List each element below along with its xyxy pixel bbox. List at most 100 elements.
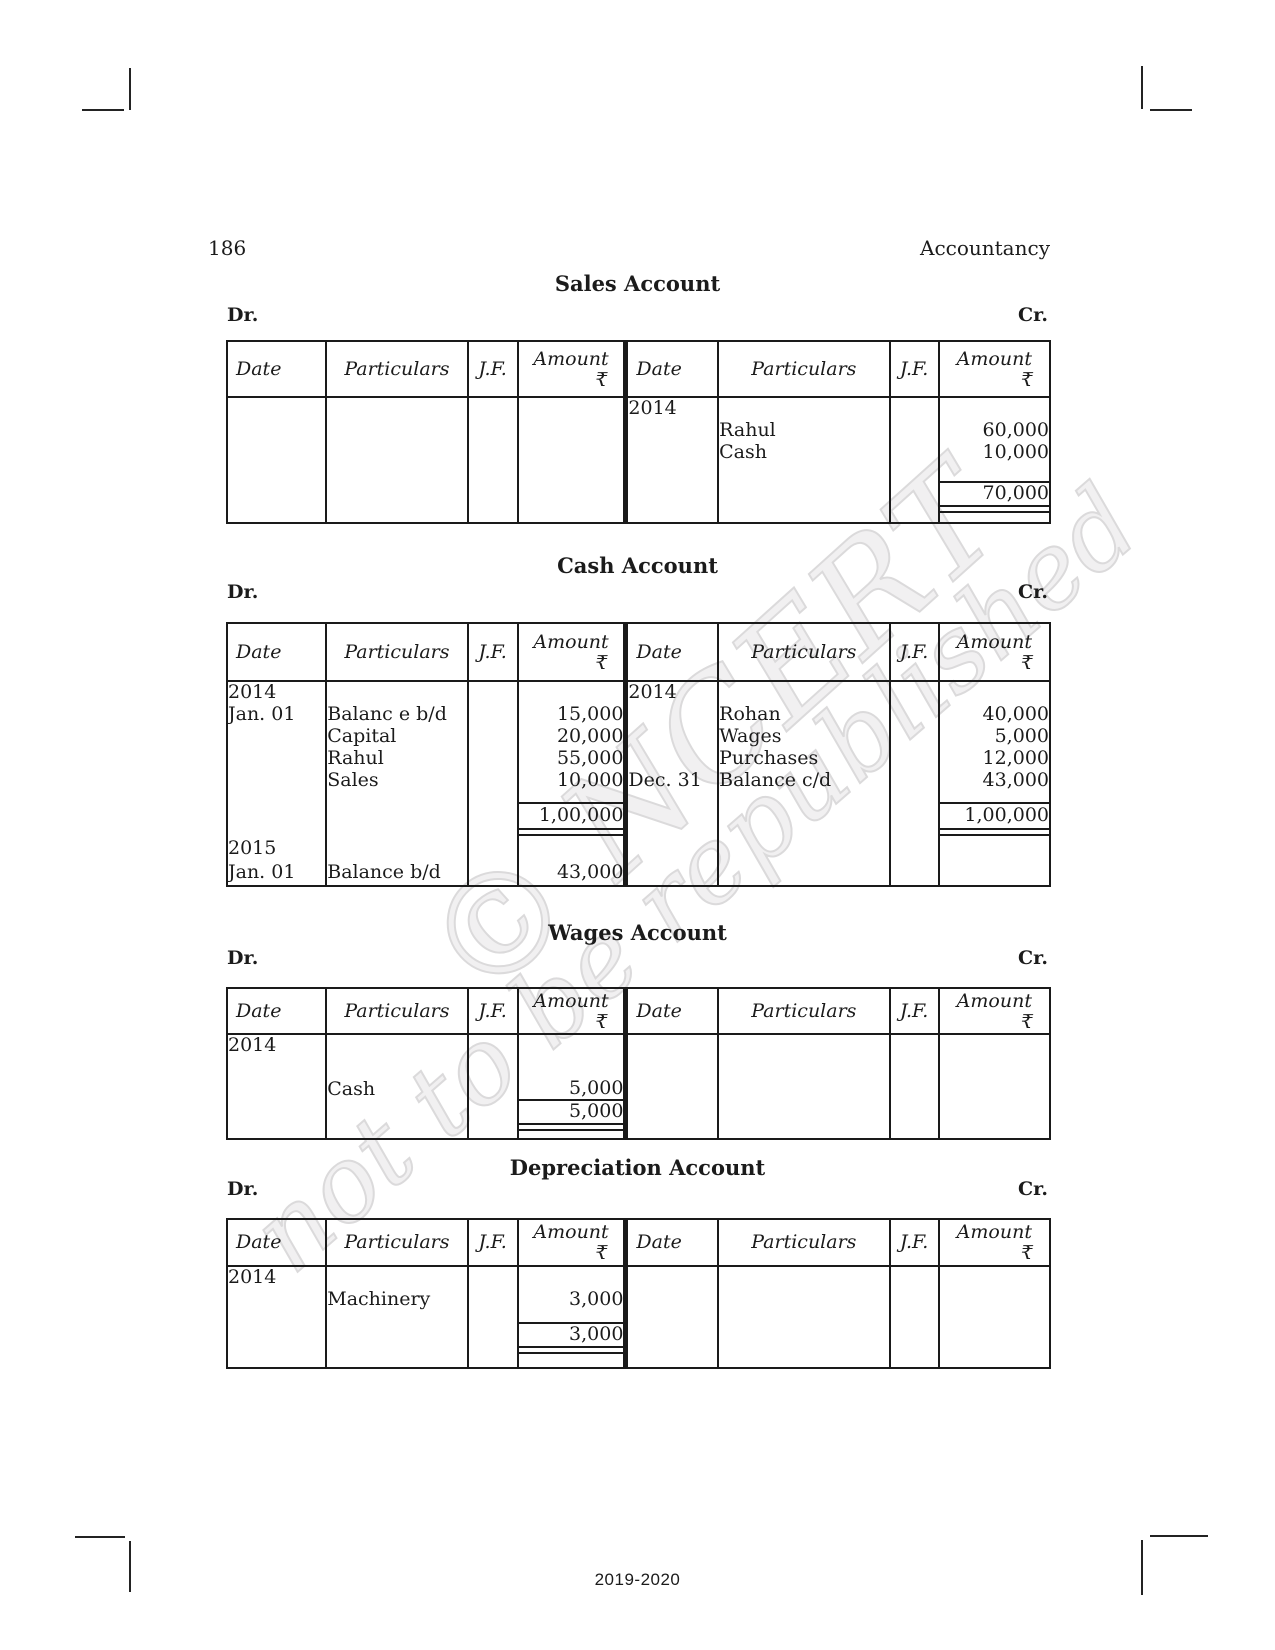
table-cell	[623, 1266, 719, 1288]
table-cell	[623, 1034, 719, 1056]
table-cell	[623, 504, 719, 514]
table-cell	[466, 803, 518, 827]
cash-cr-particulars: Balance c/d	[717, 769, 890, 791]
wages-dr-particulars: Cash	[325, 1078, 468, 1100]
table-cell	[516, 1310, 626, 1323]
dr-label: Dr.	[227, 1178, 259, 1200]
table-cell	[623, 827, 719, 837]
table-cell	[225, 1288, 327, 1310]
table-cell	[466, 859, 518, 886]
cash-dr-particulars: Rahul	[325, 747, 468, 769]
table-cell	[888, 419, 939, 441]
cash-dr-total: 1,00,000	[516, 802, 626, 827]
table-cell	[325, 482, 468, 504]
table-cell	[717, 859, 890, 886]
table-cell	[516, 441, 626, 463]
table-cell	[717, 681, 890, 703]
col-header-date: Date	[623, 341, 719, 398]
table-cell	[937, 1034, 1052, 1056]
cr-label: Cr.	[1017, 581, 1048, 603]
depreciation-dr-year: 2014	[225, 1266, 327, 1288]
table-cell	[937, 1310, 1052, 1323]
table-cell	[516, 1056, 626, 1078]
table-cell	[325, 803, 468, 827]
table-cell	[225, 769, 327, 791]
table-cell	[937, 463, 1052, 482]
table-cell	[623, 703, 719, 725]
table-cell	[225, 1345, 327, 1355]
table-cell	[225, 1122, 327, 1132]
table-cell	[888, 1266, 939, 1288]
table-cell	[516, 514, 626, 523]
table-cell	[937, 791, 1052, 803]
table-cell	[466, 827, 518, 837]
table-cell	[225, 803, 327, 827]
table-cell	[325, 441, 468, 463]
cr-label: Cr.	[1017, 1178, 1048, 1200]
table-cell	[325, 1100, 468, 1122]
cash-dr-amount: 10,000	[516, 769, 626, 791]
table-cell	[623, 1122, 719, 1132]
table-cell	[623, 791, 719, 803]
table-cell	[325, 1310, 468, 1323]
col-header-jf: J.F.	[888, 1219, 939, 1267]
table-cell	[325, 837, 468, 859]
table-cell	[516, 837, 626, 859]
table-cell	[717, 1100, 890, 1122]
cash-dr-amount: 15,000	[516, 703, 626, 725]
rupee-sign: ₹	[595, 368, 608, 391]
table-cell	[888, 514, 939, 523]
total-double-rule	[516, 827, 626, 837]
table-cell	[717, 791, 890, 803]
table-cell	[888, 482, 939, 504]
cash-dr-date: Jan. 01	[225, 859, 327, 886]
col-header-jf: J.F.	[888, 341, 939, 398]
cash-dr-particulars: Balance b/d	[325, 859, 468, 886]
table-cell	[225, 504, 327, 514]
col-header-date: Date	[225, 988, 327, 1035]
table-cell	[466, 747, 518, 769]
table-cell	[466, 1345, 518, 1355]
table-cell	[937, 1355, 1052, 1368]
cash-dr-amount: 20,000	[516, 725, 626, 747]
col-header-amount: Amount ₹	[937, 341, 1052, 398]
table-cell	[466, 681, 518, 703]
table-cell	[516, 482, 626, 504]
crop-mark	[75, 1536, 125, 1538]
table-cell	[623, 463, 719, 482]
table-cell	[623, 1100, 719, 1122]
cash-account-table: Date Particulars J.F. Amount ₹ Date Parti…	[225, 622, 1052, 887]
col-header-date: Date	[225, 341, 327, 398]
table-cell	[888, 1056, 939, 1078]
col-header-jf: J.F.	[466, 623, 518, 682]
table-cell	[466, 703, 518, 725]
running-head: Accountancy	[920, 236, 1050, 260]
table-cell	[516, 463, 626, 482]
table-cell	[717, 1034, 890, 1056]
table-cell	[717, 1345, 890, 1355]
table-cell	[225, 1078, 327, 1100]
col-header-date: Date	[225, 623, 327, 682]
dr-label: Dr.	[227, 581, 259, 603]
crop-mark	[1141, 66, 1143, 109]
col-header-jf: J.F.	[888, 988, 939, 1035]
table-cell	[888, 681, 939, 703]
table-cell	[466, 419, 518, 441]
col-header-amount: Amount ₹	[937, 623, 1052, 682]
table-cell	[888, 397, 939, 419]
cash-dr-particulars: Capital	[325, 725, 468, 747]
sales-cr-amount: 10,000	[937, 441, 1052, 463]
table-cell	[516, 504, 626, 514]
table-cell	[888, 1345, 939, 1355]
table-cell	[937, 1100, 1052, 1122]
table-cell	[225, 1056, 327, 1078]
table-cell	[717, 504, 890, 514]
col-header-amount: Amount ₹	[516, 341, 626, 398]
total-double-rule	[937, 827, 1052, 837]
table-cell	[888, 1078, 939, 1100]
table-cell	[717, 803, 890, 827]
col-header-date: Date	[623, 623, 719, 682]
table-cell	[717, 1122, 890, 1132]
depreciation-dr-amount: 3,000	[516, 1288, 626, 1310]
cash-cr-amount: 40,000	[937, 703, 1052, 725]
